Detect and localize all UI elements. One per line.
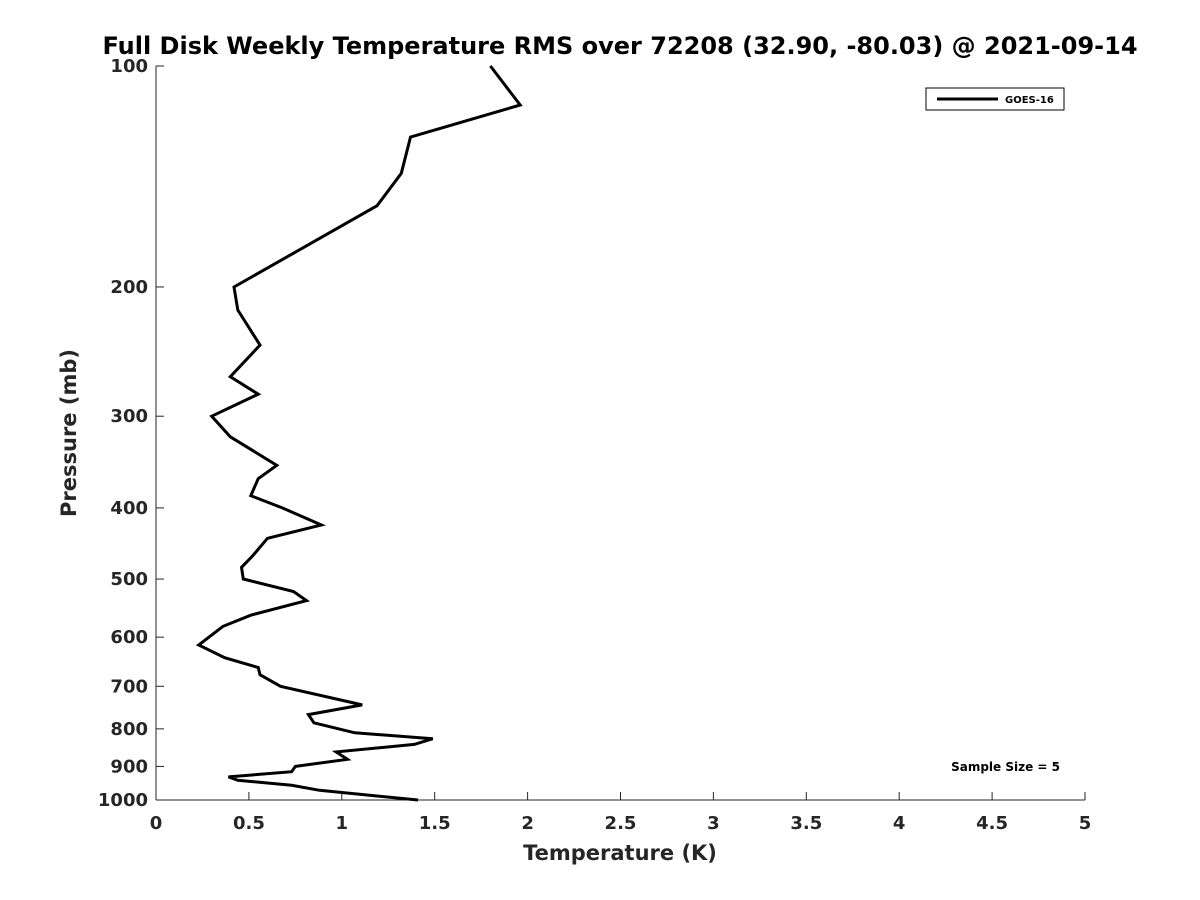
x-tick-label: 2 [521, 813, 534, 834]
y-tick-label: 100 [110, 56, 148, 77]
x-tick-label: 3 [707, 813, 720, 834]
y-tick-label: 700 [110, 676, 148, 697]
x-tick-label: 1 [336, 813, 349, 834]
plot-area [156, 66, 1085, 800]
y-axis: 100 200 300 400 500 600 700 800 900 1000 [98, 56, 164, 811]
legend-label-goes-16: GOES-16 [1005, 95, 1054, 106]
y-tick-label: 600 [110, 627, 148, 648]
x-tick-label: 1.5 [419, 813, 451, 834]
y-tick-label: 500 [110, 569, 148, 590]
x-tick-label: 0 [150, 813, 163, 834]
axes-background [156, 66, 1085, 800]
x-tick-label: 2.5 [605, 813, 637, 834]
x-axis-label: Temperature (K) [523, 841, 717, 865]
x-tick-label: 4 [893, 813, 906, 834]
x-axis: 0 0.5 1 1.5 2 2.5 3 3.5 4 4.5 5 [150, 792, 1092, 834]
x-tick-label: 0.5 [233, 813, 265, 834]
y-tick-label: 400 [110, 498, 148, 519]
series-line-goes-16 [195, 65, 523, 802]
legend: GOES-16 [925, 87, 1065, 111]
y-tick-label: 200 [110, 277, 148, 298]
sample-size-annotation: Sample Size = 5 [951, 760, 1060, 774]
y-tick-label: 1000 [98, 790, 148, 811]
y-tick-label: 300 [110, 406, 148, 427]
y-tick-label: 800 [110, 719, 148, 740]
x-tick-label: 5 [1079, 813, 1092, 834]
chart-title: Full Disk Weekly Temperature RMS over 72… [102, 32, 1137, 60]
y-tick-label: 900 [110, 756, 148, 777]
series-layer [195, 65, 523, 802]
y-axis-label: Pressure (mb) [57, 349, 81, 517]
x-tick-label: 3.5 [790, 813, 822, 834]
x-tick-label: 4.5 [976, 813, 1008, 834]
